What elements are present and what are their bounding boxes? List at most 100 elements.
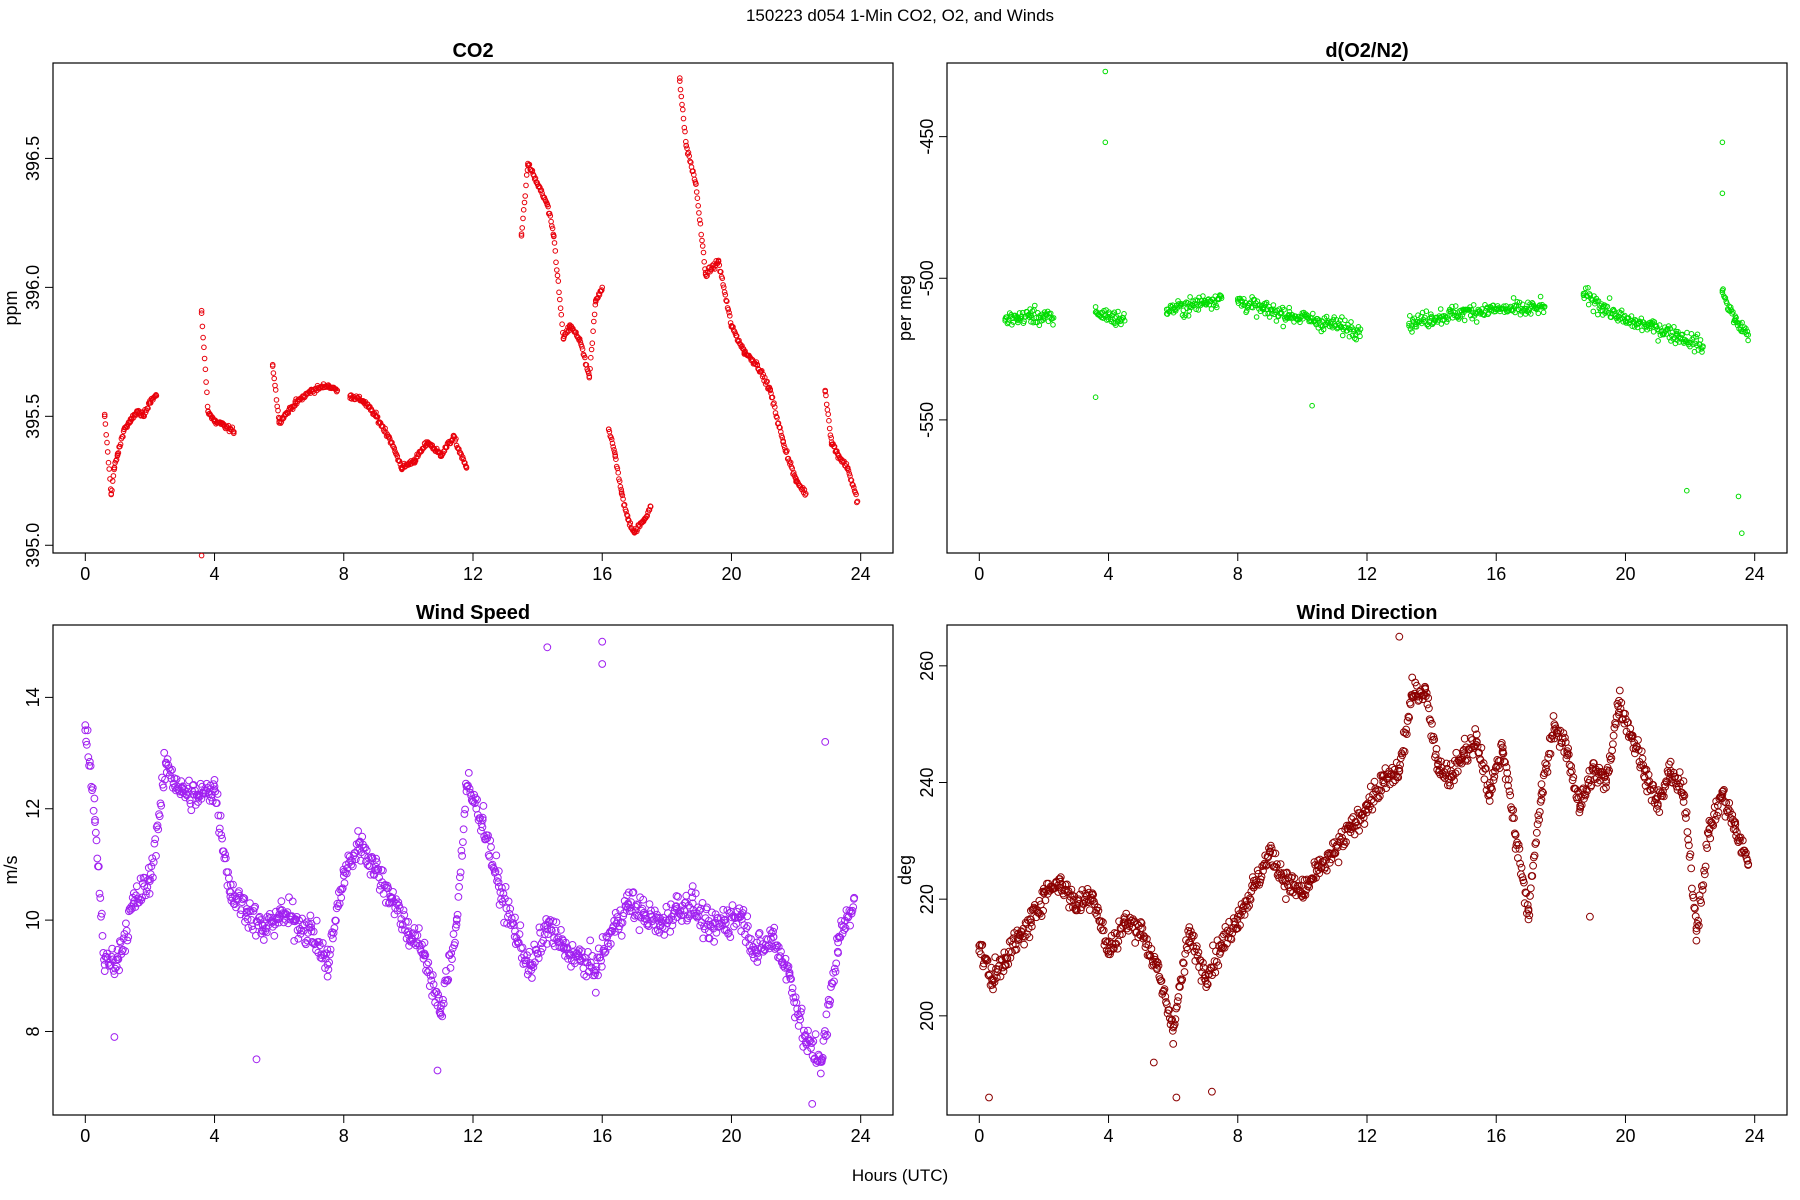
o2n2-point — [1528, 311, 1534, 317]
wind-speed-point — [93, 854, 102, 863]
co2-point — [767, 387, 774, 394]
co2-point — [610, 444, 617, 450]
co2-point — [292, 400, 299, 407]
wind-speed-point — [379, 889, 388, 898]
co2-point — [521, 199, 528, 206]
co2-point — [764, 378, 770, 385]
o2n2-point — [1208, 306, 1215, 312]
wind-speed-point — [168, 765, 177, 774]
co2-point — [576, 336, 583, 342]
o2n2-point — [1351, 328, 1357, 335]
co2-point — [555, 278, 562, 284]
co2-point — [522, 193, 529, 199]
co2-point — [120, 433, 126, 440]
wind-speed-point — [84, 753, 93, 762]
co2-point — [641, 516, 648, 523]
wind-speed-point — [448, 955, 456, 963]
wind-speed-point — [811, 1030, 820, 1039]
o2n2-point — [1699, 349, 1705, 355]
co2-point — [646, 507, 653, 513]
wind-speed-point — [82, 740, 91, 749]
wind-speed-point — [494, 878, 503, 887]
wind-speed-point — [444, 975, 453, 984]
co2-point — [557, 305, 564, 312]
co2-point — [140, 413, 147, 420]
o2n2-point — [1111, 309, 1118, 316]
wind-speed-point — [708, 908, 716, 917]
wind-speed-point — [493, 877, 501, 885]
wind-speed-point — [478, 823, 487, 832]
co2-point — [686, 153, 693, 159]
co2-point — [716, 262, 723, 268]
co2-point — [308, 387, 315, 394]
wind-speed-point — [185, 796, 194, 804]
wind-direction-point — [1535, 816, 1543, 824]
co2-point — [845, 465, 851, 471]
o2n2-point — [1235, 298, 1241, 304]
wind-speed-point — [240, 894, 249, 903]
o2n2-point — [1028, 312, 1034, 318]
wind-direction-ytick-label: 220 — [917, 884, 937, 914]
figure-xlabel: Hours (UTC) — [851, 1166, 949, 1185]
co2-point — [273, 397, 280, 403]
co2-xtick-label: 8 — [339, 564, 349, 584]
wind-speed-point — [148, 854, 157, 863]
o2n2-point — [1163, 306, 1170, 313]
wind-speed-outlier-point — [252, 1055, 261, 1064]
o2n2-point — [1540, 309, 1547, 316]
co2-point — [280, 416, 286, 422]
co2-point — [719, 275, 726, 282]
o2n2-point — [1032, 302, 1038, 309]
o2n2-ytick-label: -550 — [917, 402, 937, 438]
wind-direction-point — [1169, 1040, 1178, 1048]
co2-xtick-label: 12 — [463, 564, 483, 584]
wind-direction-outlier-point — [1395, 632, 1404, 641]
co2-xtick-label: 4 — [210, 564, 220, 584]
wind-speed-point — [453, 910, 462, 919]
co2-point — [616, 478, 623, 485]
co2-point — [728, 323, 735, 329]
o2n2-xtick-label: 12 — [1357, 564, 1377, 584]
wind-speed-point — [499, 889, 508, 898]
wind-speed-point — [788, 984, 797, 992]
co2-point — [334, 387, 341, 394]
co2-point — [518, 231, 525, 237]
wind-direction-point — [1180, 968, 1189, 976]
wind-speed-point — [473, 795, 482, 804]
co2-point — [854, 498, 861, 505]
wind-speed-point — [340, 879, 349, 887]
wind-speed-point — [213, 790, 222, 798]
o2n2-point — [1585, 285, 1591, 291]
wind-speed-xtick-label: 20 — [721, 1126, 741, 1146]
wind-speed-point — [255, 914, 263, 922]
wind-speed-point — [335, 899, 344, 908]
co2-point — [825, 411, 832, 418]
o2n2-point — [1727, 304, 1734, 311]
wind-speed-point — [511, 913, 519, 922]
o2n2-point — [1121, 317, 1128, 324]
co2-point — [823, 401, 830, 408]
wind-speed-point — [174, 783, 183, 791]
wind-direction-point — [1199, 963, 1208, 972]
o2n2-outlier-point — [1102, 139, 1109, 146]
o2n2-point — [1585, 301, 1592, 308]
co2-point — [548, 218, 554, 225]
wind-direction-point — [1425, 704, 1433, 713]
co2-point — [590, 328, 596, 335]
co2-point — [828, 439, 835, 445]
wind-speed-point — [89, 806, 98, 815]
wind-direction-point — [1692, 936, 1701, 945]
wind-speed-point — [150, 839, 159, 848]
co2-point — [727, 313, 733, 319]
wind-speed-point — [337, 893, 346, 902]
co2-point — [685, 149, 692, 156]
o2n2-point — [1316, 317, 1322, 323]
wind-speed-point — [82, 737, 90, 746]
co2-point — [270, 370, 277, 376]
wind-speed-xtick-label: 4 — [210, 1126, 220, 1146]
wind-speed-point — [351, 855, 360, 864]
wind-speed-point — [504, 897, 513, 906]
wind-speed-point — [338, 884, 347, 893]
wind-speed-point — [83, 726, 92, 735]
o2n2-ytick-label: -500 — [917, 260, 937, 296]
